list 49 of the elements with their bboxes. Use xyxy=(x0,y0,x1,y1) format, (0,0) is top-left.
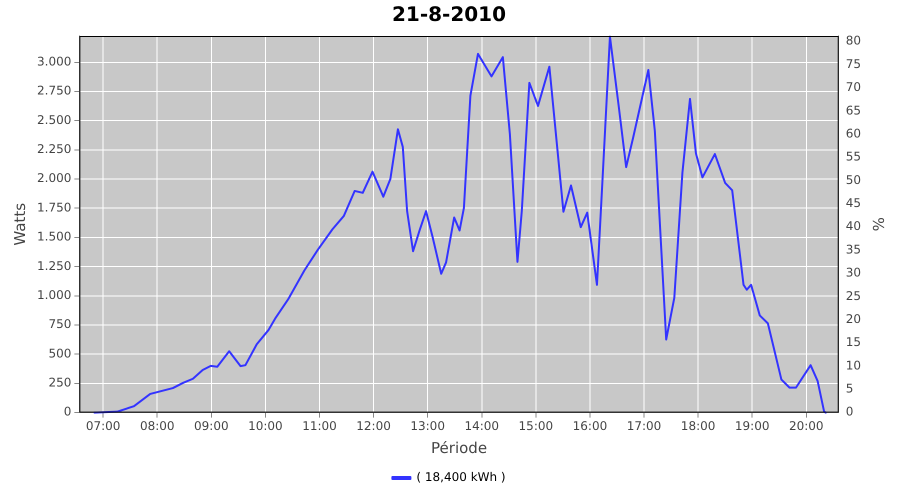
y2-tick-label: 10 xyxy=(846,358,862,372)
y2-tick-label: 20 xyxy=(846,312,862,326)
y2-tick-label: 55 xyxy=(846,150,862,164)
x-tick-label: 10:00 xyxy=(248,418,283,433)
x-tick-label: 18:00 xyxy=(680,418,716,433)
x-tick-label: 16:00 xyxy=(572,418,608,433)
y-axis-title: Watts xyxy=(10,202,29,246)
y2-tick-label: 25 xyxy=(846,288,862,303)
y2-tick-label: 15 xyxy=(846,335,862,350)
y2-tick-label: 35 xyxy=(846,242,862,256)
y-tick-label: 0 xyxy=(64,404,72,419)
y2-axis-title: % xyxy=(869,217,888,232)
x-tick-label: 14:00 xyxy=(464,418,500,433)
x-tick-label: 12:00 xyxy=(356,418,391,433)
x-tick-label: 13:00 xyxy=(410,418,445,433)
y2-tick-label: 70 xyxy=(846,80,862,94)
x-tick-label: 11:00 xyxy=(302,418,337,433)
x-tick-label: 20:00 xyxy=(788,418,824,433)
y2-tick-label: 5 xyxy=(846,382,854,396)
y-tick-label: 1.250 xyxy=(36,258,72,273)
y2-tick-label: 30 xyxy=(846,266,862,280)
x-tick-label: 07:00 xyxy=(86,418,120,433)
y2-tick-label: 65 xyxy=(846,103,862,118)
x-axis-title: Période xyxy=(431,438,488,457)
y-tick-label: 2.500 xyxy=(36,112,72,127)
y-tick-label: 2.250 xyxy=(36,142,72,156)
legend-label: ( 18,400 kWh ) xyxy=(416,470,506,484)
chart-title: 21-8-2010 xyxy=(392,2,506,26)
y-tick-label: 1.500 xyxy=(36,230,72,244)
y2-tick-label: 80 xyxy=(846,34,862,48)
y2-tick-label: 0 xyxy=(846,404,854,419)
x-tick-label: 15:00 xyxy=(518,418,554,433)
y-tick-label: 1.000 xyxy=(36,288,72,302)
x-tick-label: 08:00 xyxy=(140,418,175,433)
y-tick-label: 500 xyxy=(48,346,72,360)
y-tick-label: 2.750 xyxy=(36,84,72,98)
x-tick-label: 19:00 xyxy=(734,418,770,433)
x-tick-label: 17:00 xyxy=(626,418,662,433)
y-tick-label: 250 xyxy=(48,376,72,390)
y2-tick-label: 45 xyxy=(846,196,862,210)
y-tick-label: 2.000 xyxy=(36,171,72,186)
y2-tick-label: 40 xyxy=(846,219,862,234)
y-tick-label: 1.750 xyxy=(36,200,72,214)
y2-tick-label: 60 xyxy=(846,126,862,140)
y-tick-label: 3.000 xyxy=(36,54,72,68)
y2-tick-label: 75 xyxy=(846,56,862,71)
y-tick-label: 750 xyxy=(48,317,72,332)
x-tick-label: 09:00 xyxy=(194,418,229,433)
y2-tick-label: 50 xyxy=(846,172,862,187)
